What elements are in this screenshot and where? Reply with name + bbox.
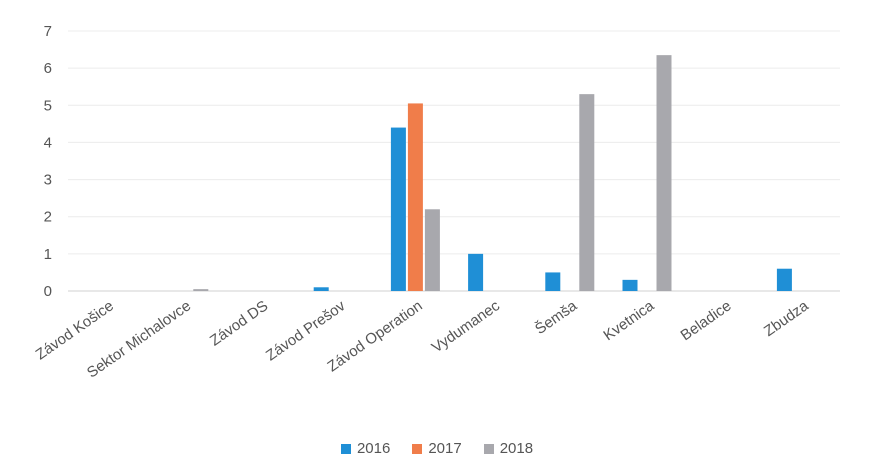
legend-item-series-1: 2017 xyxy=(412,440,462,457)
bar xyxy=(656,55,672,292)
category-label: Kvetnica xyxy=(600,297,657,344)
y-tick-label: 4 xyxy=(44,134,52,151)
y-tick-label: 7 xyxy=(44,23,52,40)
gridlines xyxy=(68,30,840,292)
bar xyxy=(424,209,440,291)
legend-swatch xyxy=(412,443,423,454)
category-label: Zbudza xyxy=(761,297,812,340)
category-label: Šemša xyxy=(532,297,581,338)
legend-label: 2016 xyxy=(356,440,391,457)
bar xyxy=(579,94,595,292)
bars xyxy=(193,55,792,292)
legend-item-series-2: 2018 xyxy=(483,440,534,457)
legend-swatch xyxy=(483,443,494,454)
bar xyxy=(545,272,561,291)
bar xyxy=(622,279,638,291)
y-tick-label: 5 xyxy=(44,97,52,114)
legend-label: 2017 xyxy=(428,440,462,457)
category-label: Vydumanec xyxy=(429,297,504,356)
y-tick-label: 3 xyxy=(44,172,52,189)
legend-item-series-0: 2016 xyxy=(340,440,391,457)
category-label: Závod DS xyxy=(207,297,271,349)
bar xyxy=(193,289,209,291)
category-label: Beladice xyxy=(678,297,735,344)
y-tick-label: 1 xyxy=(44,246,52,263)
bar xyxy=(390,127,406,291)
legend-label: 2018 xyxy=(499,440,534,457)
y-tick-label: 0 xyxy=(44,283,52,300)
bar xyxy=(776,268,792,291)
legend: 2016 2017 2018 xyxy=(0,440,874,457)
legend-swatch xyxy=(340,443,351,454)
bar xyxy=(407,103,423,291)
y-tick-label: 2 xyxy=(44,209,52,226)
y-axis-ticks: 0 1 2 3 4 5 6 7 xyxy=(44,23,52,300)
y-tick-label: 6 xyxy=(44,60,52,77)
bar xyxy=(468,253,484,291)
bar xyxy=(313,287,329,291)
